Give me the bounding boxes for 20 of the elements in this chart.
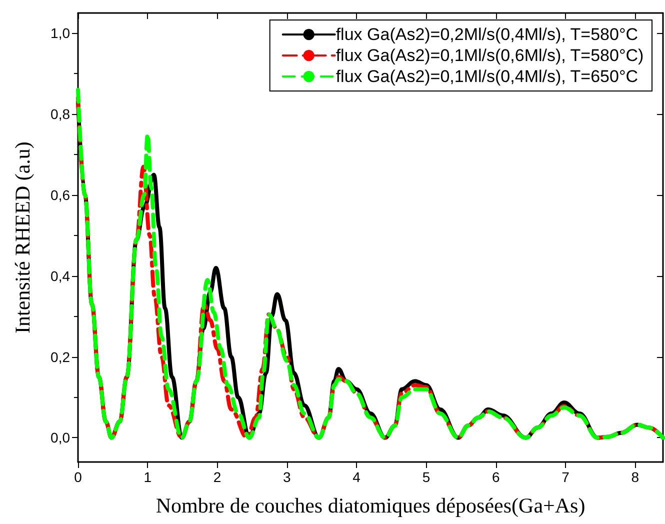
x-axis-title: Nombre de couches diatomiques déposées(Ga+As)	[156, 494, 586, 518]
x-tick-label: 2	[213, 469, 222, 485]
legend-label: flux Ga(As2)=0,1Ml/s(0,4Ml/s), T=650°C	[336, 67, 638, 86]
legend-label: flux Ga(As2)=0,1Ml/s(0,6Ml/s), T=580°C)	[336, 46, 644, 65]
y-tick-label: 1,0	[50, 25, 70, 42]
x-tick-label: 6	[492, 469, 500, 485]
y-tick-label: 0,8	[50, 106, 70, 122]
x-tick-label: 8	[631, 469, 640, 485]
x-tick-label: 7	[562, 469, 570, 485]
y-axis-title: Intensité RHEED (a.u)	[10, 142, 34, 334]
x-tick-label: 0	[74, 469, 82, 485]
y-tick-label: 0,2	[50, 348, 70, 365]
y-tick-label: 0,0	[50, 430, 70, 446]
x-tick-label: 4	[352, 469, 361, 485]
x-tick-label: 5	[422, 469, 430, 485]
y-tick-label: 0,6	[50, 187, 70, 204]
x-tick-label: 1	[144, 469, 152, 485]
legend-label: flux Ga(As2)=0,2Ml/s(0,4Ml/s), T=580°C	[336, 25, 638, 44]
x-tick-label: 3	[283, 469, 292, 485]
y-tick-label: 0,4	[50, 268, 70, 284]
